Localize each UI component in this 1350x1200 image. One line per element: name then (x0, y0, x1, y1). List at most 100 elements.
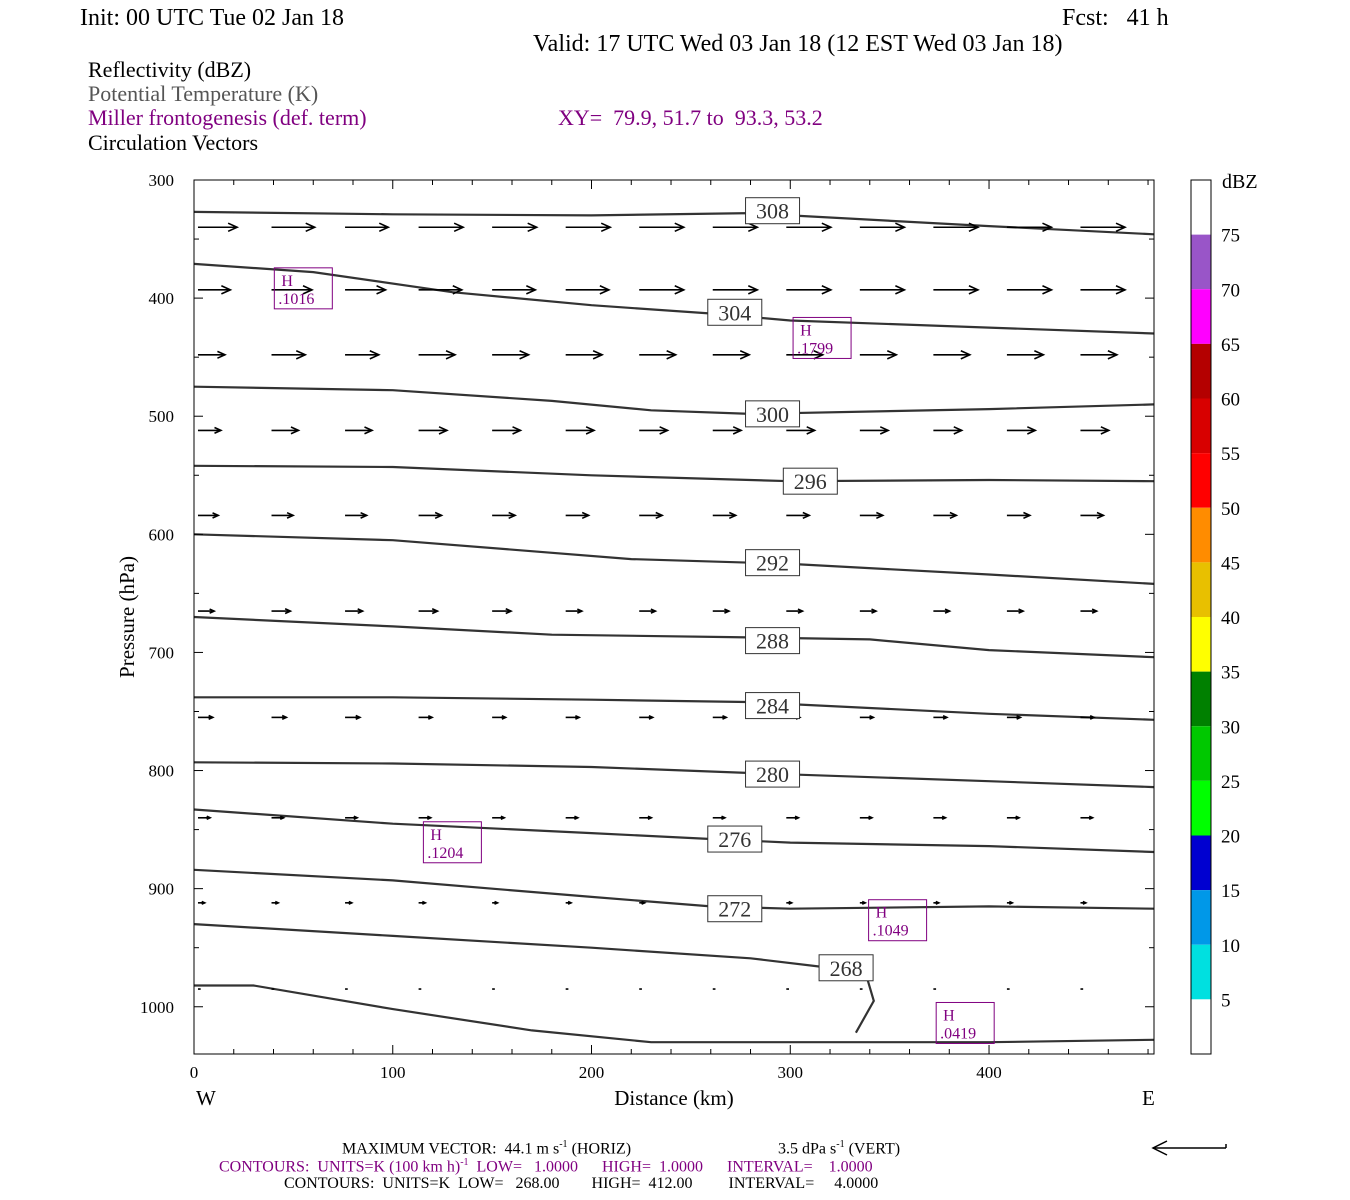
circulation-vector (1080, 815, 1095, 821)
y-tick-label: 500 (149, 407, 175, 426)
circulation-vector (565, 222, 613, 233)
colorbar-label: 5 (1221, 990, 1231, 1011)
isentrope-label-box (745, 692, 801, 720)
frontogenesis-max-value: .1204 (427, 845, 463, 862)
frontogenesis-max-box (935, 1001, 995, 1044)
circulation-vector (197, 222, 240, 233)
isentrope-label-box (745, 400, 801, 428)
circulation-vector (492, 714, 508, 720)
colorbar-segment (1191, 289, 1211, 344)
circulation-vector (859, 285, 907, 295)
circulation-vector (418, 285, 464, 295)
legend-miller: Miller frontogenesis (def. term) (88, 105, 367, 130)
isentrope-bottom (194, 984, 1155, 1044)
reference-vector-arrow (1151, 1140, 1227, 1156)
footer-contours-theta: CONTOURS: UNITS=K LOW= 268.00 HIGH= 412.… (284, 1175, 879, 1192)
isentrope-label-box (745, 197, 801, 225)
circulation-vector (712, 350, 752, 360)
circulation-vector (197, 512, 221, 519)
circulation-vector (345, 815, 360, 821)
colorbar-segment (1191, 453, 1211, 508)
circulation-vector (1080, 222, 1127, 233)
colorbar-label: 50 (1221, 499, 1240, 520)
circulation-vector (639, 222, 686, 233)
circulation-vector (639, 511, 665, 520)
isentrope-308 (193, 210, 1155, 236)
circulation-vector (271, 714, 289, 720)
y-axis-label: Pressure (hPa) (115, 556, 139, 678)
circulation-vector (565, 511, 591, 520)
isentrope-label-box (707, 298, 763, 326)
colorbar-label: 65 (1221, 335, 1240, 356)
circulation-vector (492, 815, 507, 821)
circulation-vector (197, 900, 207, 905)
circulation-vector (1080, 285, 1127, 295)
circulation-vector (859, 222, 907, 233)
circulation-vector (345, 350, 381, 360)
isentrope-label: 308 (756, 199, 789, 224)
frontogenesis-max-value: .0419 (940, 1025, 976, 1042)
circulation-vector (197, 350, 227, 359)
frontogenesis-max-value: .1016 (278, 291, 314, 308)
isentrope-label: 268 (830, 956, 863, 981)
circulation-vector (271, 815, 286, 821)
legend-theta: Potential Temperature (K) (88, 81, 319, 106)
footer-vert-vector: 3.5 dPa s-1 (VERT) (778, 1139, 901, 1158)
colorbar-segment (1191, 835, 1211, 891)
frontogenesis-max-symbol: H (430, 827, 442, 844)
colorbar-segment (1191, 617, 1211, 672)
isentrope-label: 296 (794, 469, 827, 494)
circulation-vector (712, 608, 731, 614)
x-tick-label: 400 (976, 1063, 1002, 1082)
colorbar-segment (1191, 343, 1211, 399)
circulation-vector (712, 511, 738, 520)
isentrope-label: 300 (756, 402, 789, 427)
circulation-vector (1080, 350, 1119, 360)
y-tick-label: 300 (149, 171, 175, 190)
circulation-vector (418, 900, 428, 905)
frontogenesis-max-symbol: H (281, 273, 293, 290)
colorbar-segment (1191, 780, 1211, 836)
circulation-vector (418, 426, 449, 435)
circulation-vector (639, 426, 670, 435)
circulation-vector (492, 350, 531, 360)
circulation-vector (639, 608, 658, 614)
circulation-vector (271, 900, 281, 905)
isentrope-276 (193, 808, 1155, 854)
frontogenesis-max-symbol: H (876, 905, 888, 922)
circulation-vector (565, 426, 596, 435)
colorbar-label: 70 (1221, 280, 1240, 301)
isentrope-304 (193, 262, 1155, 335)
x-tick-label: 300 (778, 1063, 804, 1082)
isentrope-label: 284 (756, 694, 789, 719)
circulation-vector (418, 815, 433, 821)
circulation-vector (639, 350, 678, 360)
isentrope-label: 272 (718, 897, 751, 922)
legend-xy: XY= 79.9, 51.7 to 93.3, 53.2 (558, 105, 823, 130)
frontogenesis-max-symbol: H (943, 1007, 955, 1024)
colorbar-bottom-segment (1191, 999, 1211, 1054)
circulation-vector (1006, 426, 1038, 435)
circulation-vector (418, 222, 466, 233)
y-tick-label: 400 (149, 289, 175, 308)
circulation-vector (1006, 350, 1046, 360)
circulation-vector (271, 511, 296, 519)
isentrope-label-box (745, 760, 801, 788)
colorbar-segment (1191, 398, 1211, 454)
isentrope-label-box (745, 549, 801, 577)
circulation-vector (345, 285, 388, 295)
circulation-vector (271, 426, 301, 435)
x-axis-label: Distance (km) (614, 1086, 734, 1110)
y-tick-label: 700 (149, 643, 175, 662)
circulation-vector (859, 900, 868, 905)
colorbar-label: 10 (1221, 936, 1240, 957)
circulation-vector (933, 426, 964, 435)
circulation-vector (1006, 222, 1054, 233)
isentrope-300 (193, 385, 1155, 416)
circulation-vector (345, 714, 362, 720)
circulation-vector (197, 608, 217, 614)
circulation-vector (345, 608, 365, 615)
circulation-vector (565, 714, 582, 720)
circulation-vector (1006, 511, 1032, 520)
circulation-vector (639, 900, 647, 905)
